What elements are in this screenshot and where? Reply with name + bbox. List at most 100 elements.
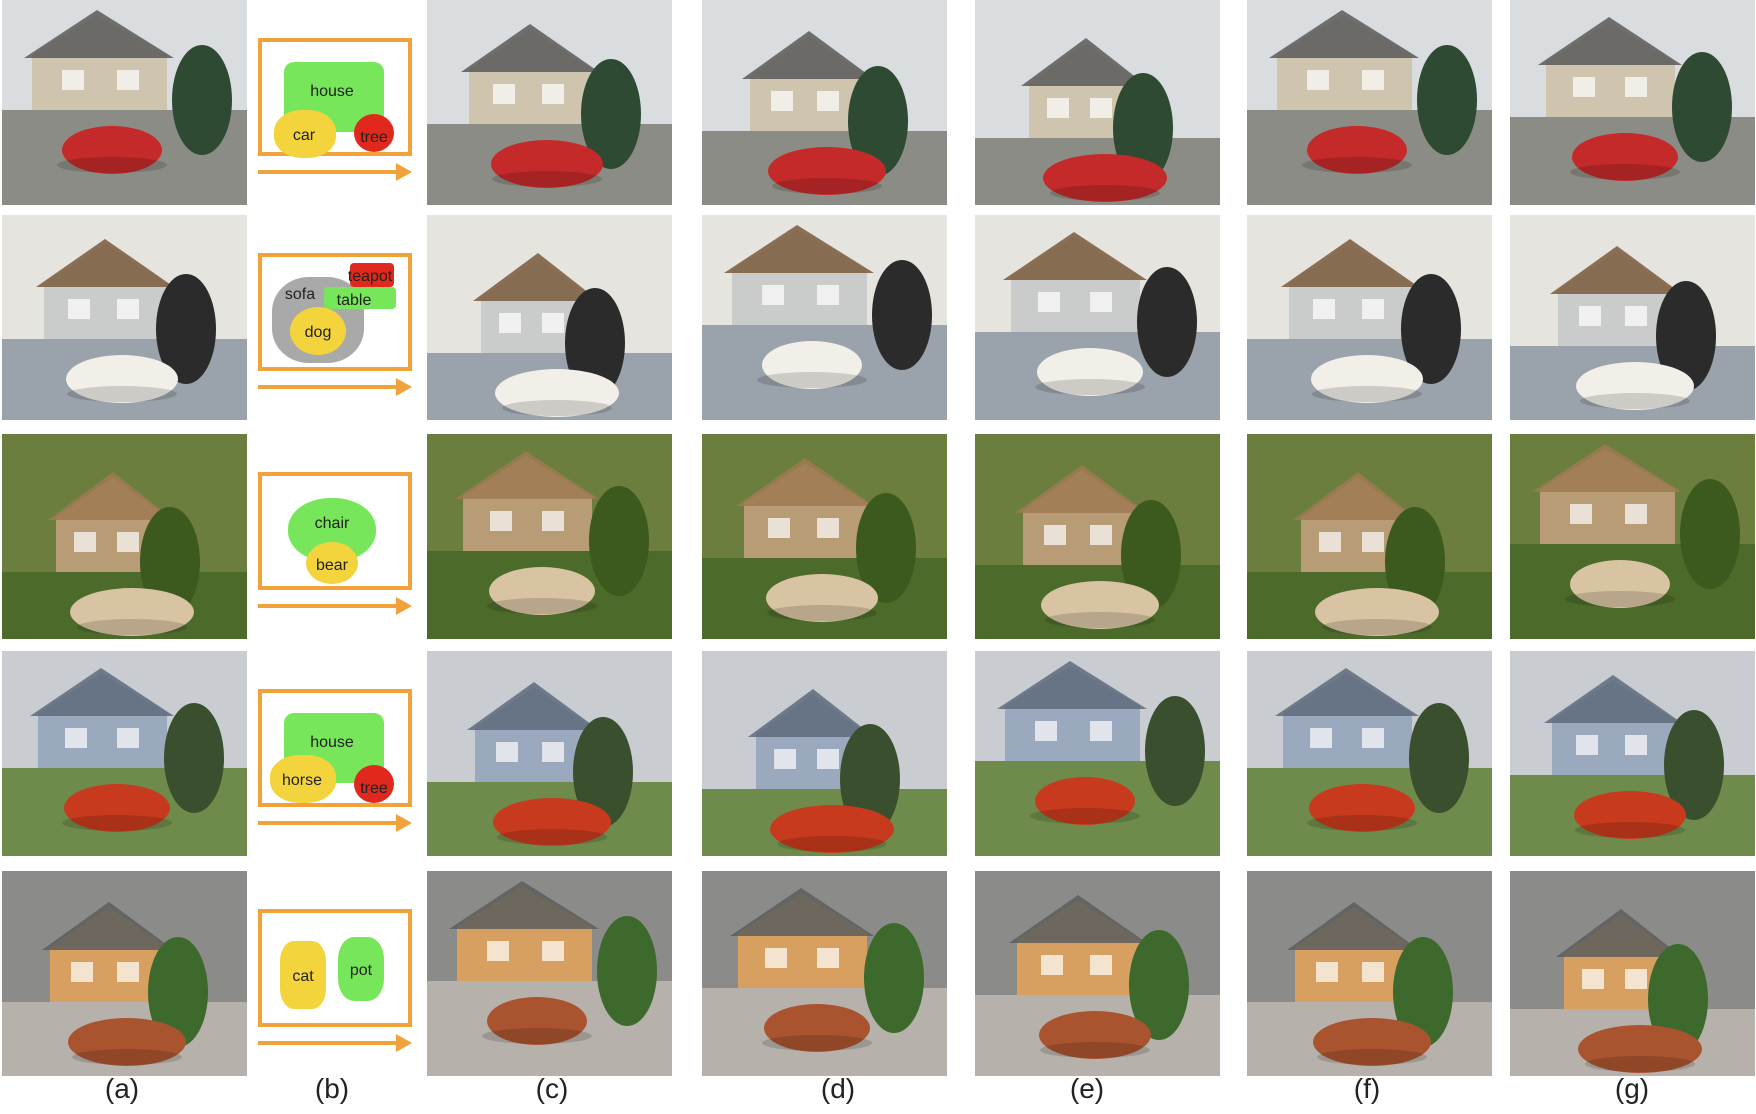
layout-blob-teapot	[350, 263, 394, 287]
direction-arrow	[258, 163, 412, 181]
column-label-f: (f)	[1353, 1073, 1381, 1104]
layout-frame: house car tree	[258, 38, 412, 158]
image-row3-cole	[975, 434, 1220, 639]
photo-r1c4-svg	[702, 0, 947, 205]
layout-panel-row2: sofa table teapot dog	[246, 215, 426, 420]
image-row5-colc	[427, 871, 672, 1076]
column-label-d: (d)	[820, 1073, 856, 1104]
image-row1-cold	[702, 0, 947, 205]
photo-r3c7-svg	[1510, 434, 1755, 639]
layout-label-dog: dog	[304, 324, 332, 341]
photo-r3c4-svg	[702, 434, 947, 639]
column-label-c: (c)	[535, 1073, 569, 1104]
photo-r1c6-svg	[1247, 0, 1492, 205]
direction-arrow	[258, 814, 412, 832]
photo-r3c3-svg	[427, 434, 672, 639]
photo-r2c4-svg	[702, 215, 947, 420]
layout-label-sofa: sofa	[284, 286, 316, 303]
photo-r4c1-svg	[2, 651, 247, 856]
layout-blob-car	[274, 110, 336, 158]
image-row3-colc	[427, 434, 672, 639]
photo-r2c5-svg	[975, 215, 1220, 420]
layout-panel-row4: house horse tree	[246, 651, 426, 856]
column-label-a: (a)	[104, 1073, 140, 1104]
layout-label-car: car	[292, 127, 316, 144]
photo-r1c5-svg	[975, 0, 1220, 205]
image-row3-colg	[1510, 434, 1755, 639]
layout-label-horse: horse	[281, 772, 323, 789]
image-row5-cole	[975, 871, 1220, 1076]
image-row2-colc	[427, 215, 672, 420]
image-row1-colg	[1510, 0, 1755, 205]
layout-panel-row5: cat pot	[246, 871, 426, 1076]
layout-panel-row3: chair bear	[246, 434, 426, 639]
layout-label-tree: tree	[360, 780, 388, 797]
layout-blob-table	[324, 287, 396, 309]
layout-frame: chair bear	[258, 472, 412, 590]
direction-arrow	[258, 378, 412, 396]
image-row5-cola	[2, 871, 247, 1076]
image-row5-cold	[702, 871, 947, 1076]
photo-r2c6-svg	[1247, 215, 1492, 420]
photo-r2c3-svg	[427, 215, 672, 420]
layout-frame: cat pot	[258, 909, 412, 1027]
image-row3-cold	[702, 434, 947, 639]
direction-arrow	[258, 597, 412, 615]
layout-label-table: table	[336, 292, 372, 309]
photo-r4c4-svg	[702, 651, 947, 856]
image-row1-cola	[2, 0, 247, 205]
photo-r1c3-svg	[427, 0, 672, 205]
image-row3-cola	[2, 434, 247, 639]
image-row4-cola	[2, 651, 247, 856]
column-label-e: (e)	[1069, 1073, 1105, 1104]
layout-label-house: house	[310, 734, 354, 751]
image-row1-cole	[975, 0, 1220, 205]
column-label-g: (g)	[1614, 1073, 1650, 1104]
image-row1-colf	[1247, 0, 1492, 205]
photo-r5c7-svg	[1510, 871, 1755, 1076]
photo-r4c3-svg	[427, 651, 672, 856]
image-row4-colf	[1247, 651, 1492, 856]
photo-r5c3-svg	[427, 871, 672, 1076]
photo-r1c7-svg	[1510, 0, 1755, 205]
image-row5-colg	[1510, 871, 1755, 1076]
image-row3-colf	[1247, 434, 1492, 639]
layout-label-tree: tree	[360, 129, 388, 146]
layout-blob-cat	[280, 941, 326, 1009]
image-row2-cola	[2, 215, 247, 420]
photo-r3c5-svg	[975, 434, 1220, 639]
photo-r2c1-svg	[2, 215, 247, 420]
column-label-b: (b)	[314, 1073, 350, 1104]
image-row2-cole	[975, 215, 1220, 420]
image-row1-colc	[427, 0, 672, 205]
photo-r4c6-svg	[1247, 651, 1492, 856]
layout-panel-row1: house car tree	[246, 0, 426, 205]
photo-r4c7-svg	[1510, 651, 1755, 856]
layout-frame: house horse tree	[258, 689, 412, 807]
photo-r4c5-svg	[975, 651, 1220, 856]
image-row4-cole	[975, 651, 1220, 856]
photo-r3c6-svg	[1247, 434, 1492, 639]
layout-frame: sofa table teapot dog	[258, 253, 412, 371]
image-row2-colg	[1510, 215, 1755, 420]
image-row2-colf	[1247, 215, 1492, 420]
layout-label-pot: pot	[349, 962, 373, 979]
layout-blob-tree	[354, 114, 394, 152]
layout-label-chair: chair	[314, 515, 350, 532]
photo-r5c6-svg	[1247, 871, 1492, 1076]
layout-blob-tree	[354, 765, 394, 803]
layout-label-house: house	[310, 83, 354, 100]
image-row2-cold	[702, 215, 947, 420]
image-row4-cold	[702, 651, 947, 856]
photo-r2c7-svg	[1510, 215, 1755, 420]
layout-blob-horse	[270, 755, 336, 803]
direction-arrow	[258, 1034, 412, 1052]
layout-blob-bear	[306, 542, 358, 584]
photo-r3c1-svg	[2, 434, 247, 639]
image-row4-colg	[1510, 651, 1755, 856]
photo-r5c5-svg	[975, 871, 1220, 1076]
image-row4-colc	[427, 651, 672, 856]
layout-blob-dog	[290, 307, 346, 355]
layout-label-teapot: teapot	[347, 268, 393, 285]
